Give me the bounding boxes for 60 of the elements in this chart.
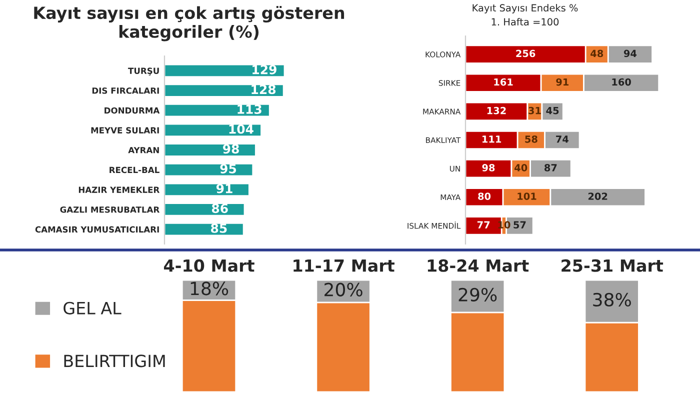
data-label: 29% [458, 288, 497, 302]
data-label: 98 [222, 144, 239, 154]
y-tick-label: CAMASIR YUMUSATICILARI [35, 226, 159, 233]
data-label: 98 [482, 164, 495, 172]
x-tick-label: 4-10 Mart [164, 259, 254, 272]
y-tick-label: GAZLI MESRUBATLAR [60, 206, 160, 213]
data-label: 95 [220, 164, 236, 174]
y-tick-label: HAZIR YEMEKLER [78, 186, 160, 193]
data-label: 111 [482, 136, 502, 143]
data-label: 160 [612, 78, 631, 86]
y-tick-label: AYRAN [128, 147, 159, 154]
y-tick-label: MEYVE SULARI [91, 127, 159, 134]
bar [164, 202, 246, 216]
bar [164, 162, 254, 177]
data-label: 20% [324, 282, 362, 296]
data-label: 91 [556, 78, 568, 86]
x-tick-label: 25-31 Mart [562, 259, 664, 272]
data-label: 45 [546, 107, 559, 114]
data-label: 161 [494, 78, 513, 86]
x-tick-label: 11-17 Mart [294, 260, 394, 272]
data-label: 87 [544, 164, 557, 172]
data-label: 94 [624, 50, 637, 58]
chart-subtitle: 1. Hafta =100 [492, 18, 559, 26]
data-label: 58 [525, 135, 538, 143]
data-label: 256 [516, 50, 536, 58]
data-label: 128 [252, 84, 276, 94]
legend-label: BELIRTTIGIM [64, 354, 165, 368]
data-label: 18% [190, 282, 228, 296]
data-label: 74 [556, 136, 568, 143]
data-label: 132 [487, 106, 506, 114]
data-label: 202 [588, 192, 608, 200]
data-label: 85 [211, 223, 227, 233]
data-label: 104 [229, 124, 254, 134]
data-label: 91 [216, 184, 232, 194]
bar [164, 182, 250, 196]
bar [164, 123, 262, 138]
bar [164, 143, 256, 157]
data-label: 113 [238, 104, 262, 114]
data-label: 31 [528, 106, 541, 114]
data-label: 80 [478, 192, 491, 200]
y-tick-label: RECEL-BAL [110, 166, 160, 174]
data-label: 40 [514, 164, 528, 172]
y-tick-label: DIS FIRCALARI [92, 88, 159, 94]
y-tick-label: DONDURMA [104, 107, 160, 114]
bar [164, 64, 286, 78]
bar [164, 104, 270, 118]
data-label: 38% [593, 292, 631, 307]
bar [164, 84, 284, 98]
data-label: 57 [514, 221, 526, 229]
data-label: 77 [477, 221, 490, 228]
chart-title: Kayıt sayısı en çok artış gösteren kategoriler (%) [34, 6, 344, 42]
data-label: 86 [212, 204, 228, 214]
bar [164, 222, 244, 236]
data-label: 48 [590, 50, 604, 58]
x-tick-label: 18-24 Mart [428, 259, 529, 272]
legend-label: GEL AL [64, 302, 122, 314]
chart-title: Kayıt Sayısı Endeks % [472, 4, 578, 14]
y-tick-label: TURŞU [128, 68, 159, 76]
data-label: 101 [518, 192, 536, 200]
data-label: 129 [252, 64, 276, 74]
